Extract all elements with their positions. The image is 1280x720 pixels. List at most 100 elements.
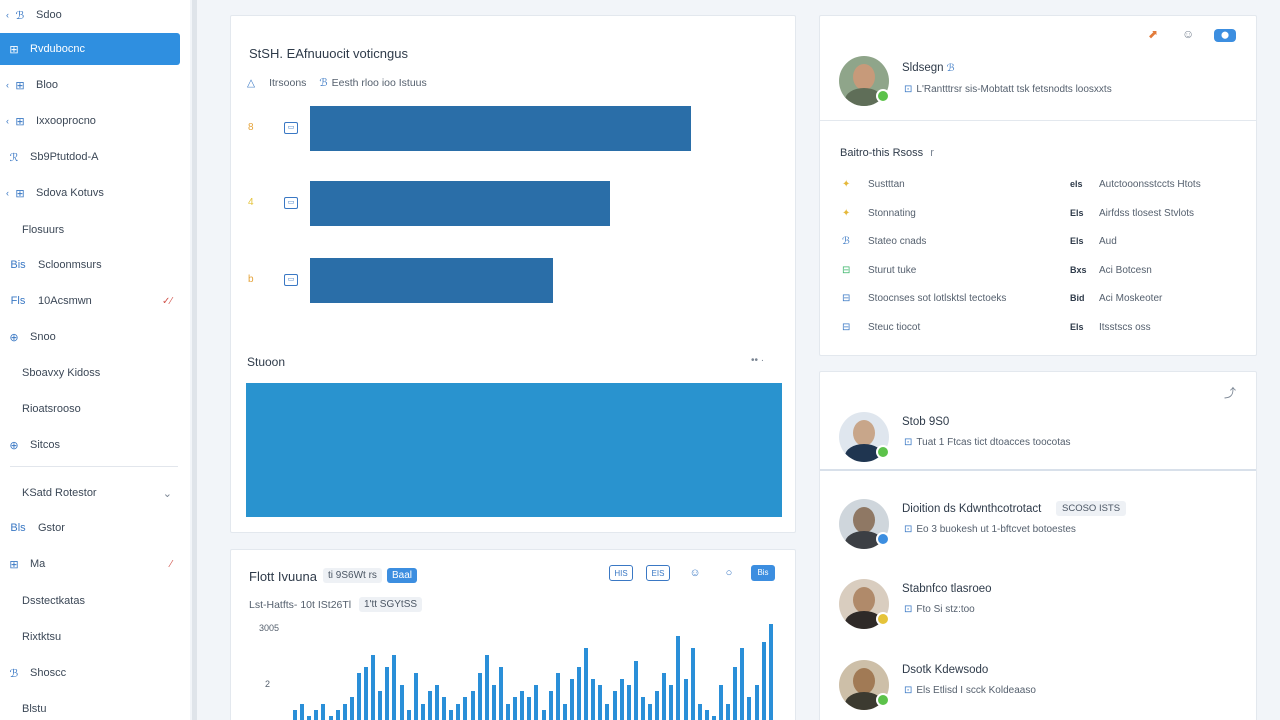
column-bar[interactable]: [485, 655, 489, 720]
sidebar-item[interactable]: Dsstectkatas: [0, 586, 180, 616]
column-bar[interactable]: [506, 704, 510, 720]
sidebar-item[interactable]: ‹ ⊞ Sdova Kotuvs: [0, 178, 180, 208]
column-bar[interactable]: [613, 691, 617, 720]
avatar[interactable]: [839, 412, 889, 462]
sidebar-item[interactable]: ‹ ℬ Sdoo: [0, 0, 180, 30]
column-bar[interactable]: [570, 679, 574, 720]
sidebar-item[interactable]: ⊞ Rvdubocnc: [0, 33, 180, 65]
column-bar[interactable]: [705, 710, 709, 720]
column-bar[interactable]: [605, 704, 609, 720]
column-bar[interactable]: [620, 679, 624, 720]
column-bar[interactable]: [542, 710, 546, 720]
column-bar[interactable]: [684, 679, 688, 720]
chart-type-icon[interactable]: HIS: [609, 565, 633, 581]
column-bar[interactable]: [392, 655, 396, 720]
sidebar-item[interactable]: ℛ Sb9Ptutdod-A: [0, 142, 180, 172]
column-bar[interactable]: [563, 704, 567, 720]
column-bar[interactable]: [385, 667, 389, 720]
column-bar[interactable]: [336, 710, 340, 720]
sidebar-item[interactable]: Bis Scloonmsurs: [0, 250, 180, 280]
column-bar[interactable]: [662, 673, 666, 720]
bar[interactable]: [310, 181, 610, 226]
column-bar[interactable]: [641, 697, 645, 720]
column-bar[interactable]: [520, 691, 524, 720]
sidebar-item[interactable]: ⊞ Ma ⁄: [0, 549, 180, 579]
column-bar[interactable]: [669, 685, 673, 720]
notification-icon[interactable]: ⬈: [1148, 27, 1159, 41]
sidebar-item[interactable]: Flosuurs: [0, 215, 180, 245]
column-bar[interactable]: [513, 697, 517, 720]
column-bar[interactable]: [300, 704, 304, 720]
column-bar[interactable]: [421, 704, 425, 720]
column-bar[interactable]: [577, 667, 581, 720]
column-bar[interactable]: [463, 697, 467, 720]
column-bar[interactable]: [350, 697, 354, 720]
table-icon[interactable]: EIS: [646, 565, 670, 581]
person-name[interactable]: Dsotk Kdewsodo: [902, 664, 989, 676]
column-bar[interactable]: [293, 710, 297, 720]
column-bar[interactable]: [471, 691, 475, 720]
emoji-icon[interactable]: ☺: [689, 567, 701, 579]
column-bar[interactable]: [400, 685, 404, 720]
column-bar[interactable]: [549, 691, 553, 720]
column-bar[interactable]: [527, 697, 531, 720]
section-menu-icon[interactable]: •• ·: [751, 355, 765, 366]
column-bar[interactable]: [726, 704, 730, 720]
sidebar-item[interactable]: Sboavxy Kidoss: [0, 358, 180, 388]
column-bar[interactable]: [762, 642, 766, 720]
column-bar[interactable]: [769, 624, 773, 720]
sidebar-item[interactable]: ⊕ Snoo: [0, 322, 180, 352]
sidebar-item[interactable]: Blstu: [0, 694, 180, 720]
sidebar-item[interactable]: ‹ ⊞ Ixxooprocno: [0, 106, 180, 136]
column-bar[interactable]: [435, 685, 439, 720]
bar[interactable]: [310, 258, 553, 303]
column-bar[interactable]: [442, 697, 446, 720]
column-bar[interactable]: [655, 691, 659, 720]
column-bar[interactable]: [584, 648, 588, 720]
column-bar[interactable]: [414, 673, 418, 720]
column-bar[interactable]: [456, 704, 460, 720]
column-bar[interactable]: [499, 667, 503, 720]
column-bar[interactable]: [733, 667, 737, 720]
more-icon[interactable]: Bis: [751, 565, 775, 581]
column-bar[interactable]: [428, 691, 432, 720]
emoji-icon[interactable]: ☺: [1182, 27, 1195, 41]
circle-icon[interactable]: ○: [725, 567, 733, 579]
column-bar[interactable]: [698, 704, 702, 720]
column-bar[interactable]: [329, 716, 333, 720]
sidebar-item[interactable]: ⊕ Sitcos: [0, 430, 180, 460]
column-bar[interactable]: [343, 704, 347, 720]
column-bar[interactable]: [357, 673, 361, 720]
column-bar[interactable]: [371, 655, 375, 720]
column-bar[interactable]: [634, 661, 638, 720]
column-bar[interactable]: [719, 685, 723, 720]
period-pill[interactable]: ti 9S6Wt rs: [323, 568, 382, 583]
column-bar[interactable]: [478, 673, 482, 720]
person-name[interactable]: Stob 9S0: [902, 416, 950, 428]
column-bar[interactable]: [378, 691, 382, 720]
filter-pill[interactable]: Baal: [387, 568, 418, 583]
sidebar-scrollbar[interactable]: [192, 0, 197, 720]
column-bar[interactable]: [676, 636, 680, 720]
column-bar[interactable]: [449, 710, 453, 720]
column-bar[interactable]: [598, 685, 602, 720]
column-bar[interactable]: [627, 685, 631, 720]
sidebar-item[interactable]: Rixtktsu: [0, 622, 180, 652]
column-bar[interactable]: [321, 704, 325, 720]
column-bar[interactable]: [648, 704, 652, 720]
column-bar[interactable]: [307, 716, 311, 720]
sidebar-item[interactable]: Rioatsrooso: [0, 394, 180, 424]
sidebar-item[interactable]: Bls Gstor: [0, 513, 180, 543]
column-bar[interactable]: [492, 685, 496, 720]
toggle-icon[interactable]: ⬤: [1214, 29, 1236, 42]
column-bar[interactable]: [747, 697, 751, 720]
sidebar-item[interactable]: ‹ ⊞ Bloo: [0, 70, 180, 100]
chevron-down-icon[interactable]: ⌄: [162, 487, 172, 500]
bar[interactable]: [310, 106, 691, 151]
person-name[interactable]: Stabnfco tlasroeo: [902, 583, 992, 595]
share-icon[interactable]: ⤴: [1224, 386, 1237, 400]
column-bar[interactable]: [314, 710, 318, 720]
chevron-down-icon[interactable]: r: [930, 147, 934, 159]
column-bar[interactable]: [755, 685, 759, 720]
sidebar-item[interactable]: KSatd Rotestor ⌄: [0, 478, 180, 508]
